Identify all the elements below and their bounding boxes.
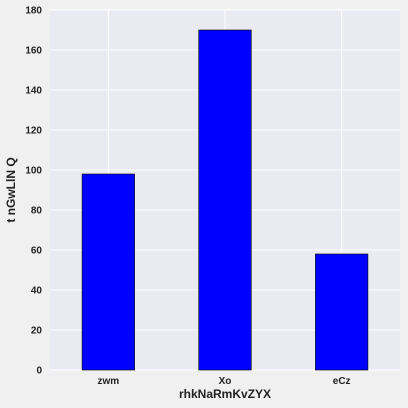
y-tick-label: 140 (25, 86, 42, 97)
bar-eCz (315, 253, 369, 371)
x-axis-label: rhkNaRmKvZYX (179, 387, 271, 401)
y-tick-label: 180 (25, 6, 42, 17)
y-tick-label: 20 (31, 326, 43, 337)
y-tick-label: 60 (31, 246, 43, 257)
y-tick-label: 160 (25, 46, 42, 57)
y-tick-label: 80 (31, 206, 43, 217)
x-tick-label: zwm (97, 376, 119, 387)
x-tick-label: Xo (219, 376, 232, 387)
bar-Xo (198, 29, 252, 371)
y-tick-label: 40 (31, 286, 43, 297)
y-tick-labels: 0 20 40 60 80 100 120 140 160 180 (25, 6, 42, 377)
y-axis-label: t nGwLlN Q (4, 157, 18, 222)
x-tick-labels: zwm Xo eCz (97, 376, 350, 387)
x-tick-label: eCz (333, 376, 351, 387)
y-tick-label: 0 (36, 366, 42, 377)
bar-zwm (81, 173, 135, 371)
y-tick-label: 100 (25, 166, 42, 177)
bars (81, 29, 369, 371)
y-tick-label: 120 (25, 126, 42, 137)
